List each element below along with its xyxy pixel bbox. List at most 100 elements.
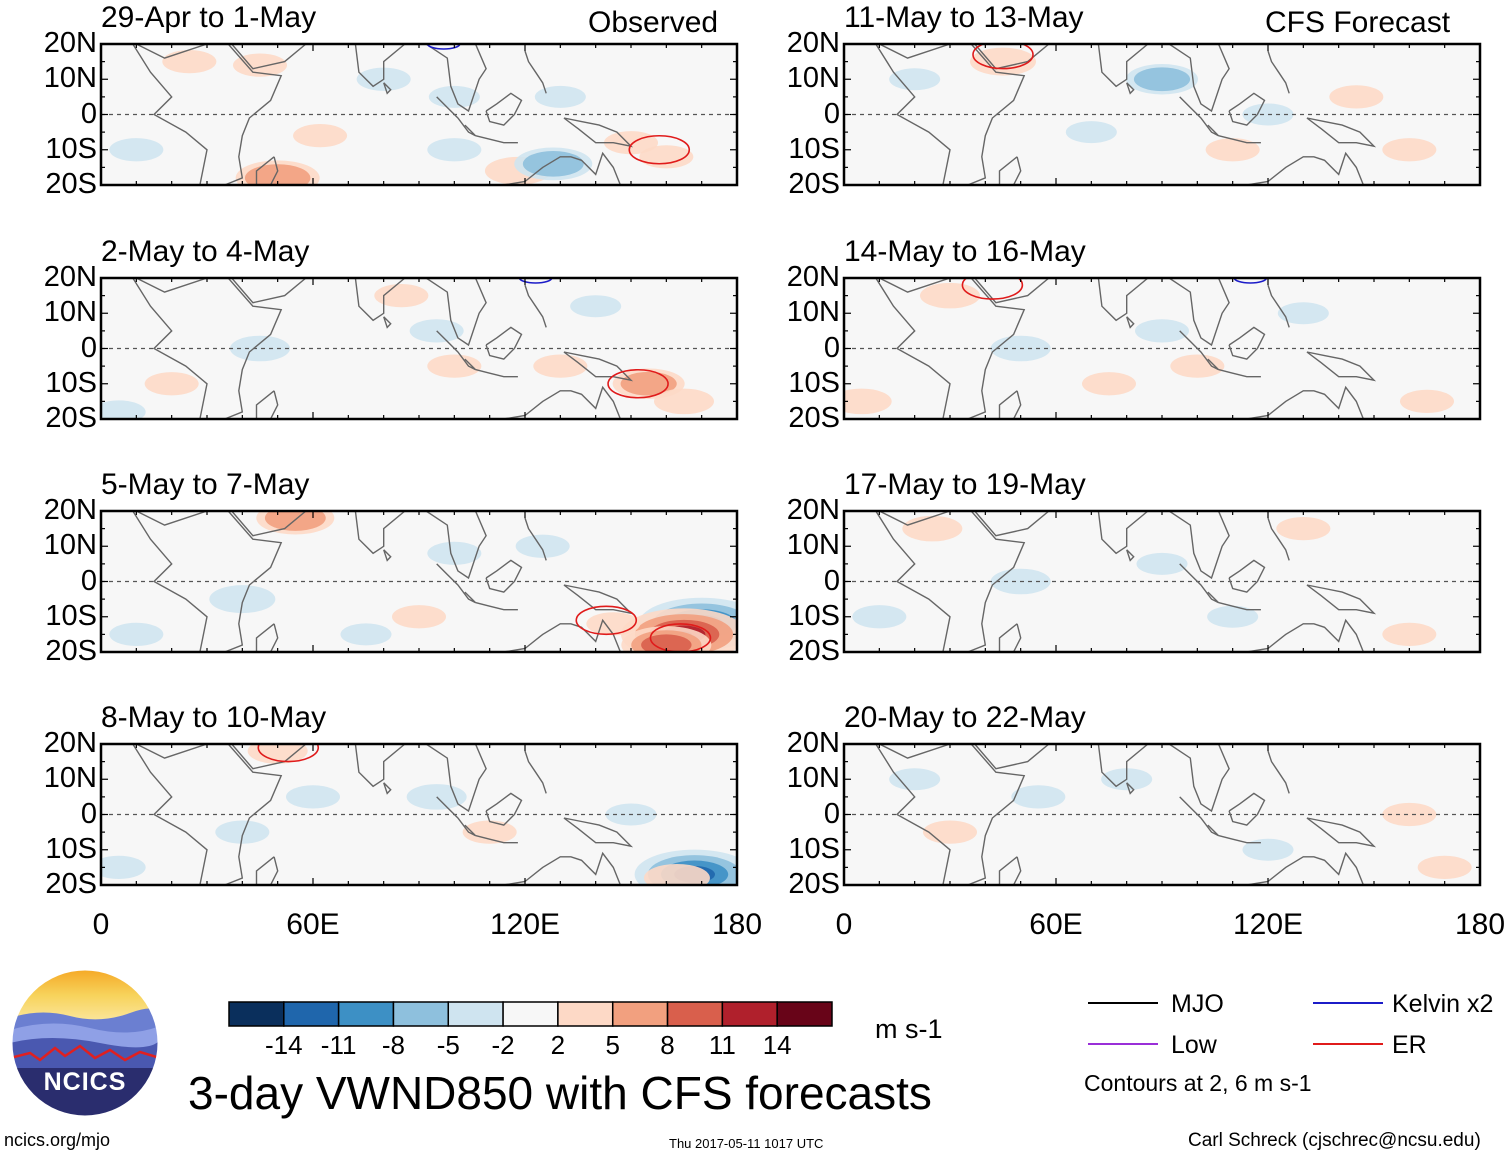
y-tick-label: 20N xyxy=(786,494,840,526)
y-tick-label: 10S xyxy=(45,132,97,165)
panel-title: 2-May to 4-May xyxy=(101,235,310,268)
y-tick-label: 10N xyxy=(786,296,840,329)
anomaly-blob xyxy=(844,388,892,415)
anomaly-blob xyxy=(570,295,622,318)
y-tick-label: 10S xyxy=(788,132,840,165)
coastline xyxy=(844,278,1026,419)
x-tick-label: 0 xyxy=(92,908,110,941)
y-tick-label: 20S xyxy=(788,168,840,200)
coastline xyxy=(875,511,951,652)
y-tick-label: 20S xyxy=(788,402,840,434)
anomaly-blob xyxy=(1011,785,1066,809)
panel-title: 14-May to 16-May xyxy=(844,235,1086,268)
ncics-logo[interactable]: NCICS xyxy=(10,968,160,1118)
anomaly-blob xyxy=(522,151,584,177)
anomaly-blob xyxy=(1417,855,1472,879)
anomaly-blob xyxy=(1276,517,1331,541)
anomaly-blob xyxy=(654,388,714,415)
wave-contour-er xyxy=(972,44,1034,70)
coastline xyxy=(101,44,283,185)
coastline xyxy=(1246,618,1365,652)
x-tick-label: 60E xyxy=(1029,908,1083,941)
coastline xyxy=(844,511,1026,652)
anomaly-blob xyxy=(233,53,287,77)
colorbar-label: -11 xyxy=(320,1030,357,1060)
panel-title: 29-Apr to 1-May xyxy=(101,1,317,34)
panel-4 xyxy=(844,44,1480,185)
coastline xyxy=(231,278,307,304)
colorbar-label: -2 xyxy=(491,1030,515,1060)
coastline xyxy=(563,817,634,848)
colorbar-swatch xyxy=(721,1001,778,1027)
anomaly-blob xyxy=(215,820,270,844)
coastline xyxy=(1246,385,1365,419)
coastline xyxy=(255,156,279,185)
coastline xyxy=(1267,50,1290,94)
coastline xyxy=(475,135,518,144)
anomaly-blob xyxy=(923,820,977,844)
anomaly-blob xyxy=(101,400,146,419)
y-tick-label: 0 xyxy=(80,564,97,597)
colorbar-label: 14 xyxy=(762,1030,792,1060)
y-tick-label: 0 xyxy=(823,331,840,364)
anomaly-blob xyxy=(1135,319,1189,343)
anomaly-blob xyxy=(264,511,326,531)
coastline xyxy=(974,44,1050,70)
anomaly-blob xyxy=(534,85,586,108)
coastline xyxy=(503,851,622,885)
coastline xyxy=(998,856,1022,885)
anomaly-blob xyxy=(970,47,1036,76)
anomaly-blob xyxy=(1133,67,1191,92)
legend-mjo-label: MJO xyxy=(1171,990,1224,1018)
panel-0 xyxy=(101,44,737,185)
y-tick-label: 20S xyxy=(788,635,840,667)
coastline xyxy=(383,782,392,795)
coastline xyxy=(334,744,406,788)
panel-title: 5-May to 7-May xyxy=(101,468,310,501)
y-tick-label: 20S xyxy=(45,402,97,434)
coastline xyxy=(1218,834,1261,844)
anomaly-blob xyxy=(374,284,429,308)
panel-title: 11-May to 13-May xyxy=(844,1,1084,34)
x-tick-label: 180 xyxy=(711,908,763,941)
coastline xyxy=(1267,517,1290,561)
panel-3 xyxy=(101,744,737,885)
coastline xyxy=(231,744,307,770)
colorbar-swatch xyxy=(557,1001,614,1027)
contour-note: Contours at 2, 6 m s-1 xyxy=(1084,1070,1312,1096)
y-tick-label: 20N xyxy=(43,27,97,59)
anomaly-blob xyxy=(162,50,217,74)
colorbar-swatch xyxy=(666,1001,724,1027)
wave-contour-er xyxy=(575,605,638,636)
coastline xyxy=(1218,368,1261,378)
colorbar-label: 11 xyxy=(708,1030,736,1060)
anomaly-blob xyxy=(109,138,164,162)
coastline xyxy=(1228,326,1266,360)
coastline xyxy=(503,385,622,419)
y-tick-label: 20S xyxy=(45,635,97,667)
coastline xyxy=(998,623,1022,652)
colorbar-label: 5 xyxy=(605,1030,620,1060)
anomaly-blob xyxy=(247,744,308,764)
coastline xyxy=(1267,750,1290,794)
site-url[interactable]: ncics.org/mjo xyxy=(4,1130,111,1150)
anomaly-blob xyxy=(1382,802,1437,827)
y-tick-label: 10N xyxy=(786,62,840,95)
coastline xyxy=(1168,744,1230,813)
timestamp: Thu 2017-05-11 1017 UTC xyxy=(669,1136,824,1151)
anomaly-blob xyxy=(1277,302,1329,325)
figure-title: 3-day VWND850 with CFS forecasts xyxy=(188,1067,932,1119)
coastline xyxy=(875,44,951,185)
anomaly-blob xyxy=(462,820,517,844)
legend-kelvin-label: Kelvin x2 xyxy=(1392,990,1494,1018)
panel-2 xyxy=(101,511,737,652)
coastline xyxy=(425,44,487,113)
panel-title: 8-May to 10-May xyxy=(101,701,327,734)
coastline xyxy=(1228,559,1266,593)
coastline xyxy=(844,744,1026,885)
panel-title: 20-May to 22-May xyxy=(844,701,1086,734)
coastline xyxy=(334,511,406,555)
panel-5 xyxy=(844,278,1480,419)
colorbar-swatch xyxy=(447,1001,504,1027)
